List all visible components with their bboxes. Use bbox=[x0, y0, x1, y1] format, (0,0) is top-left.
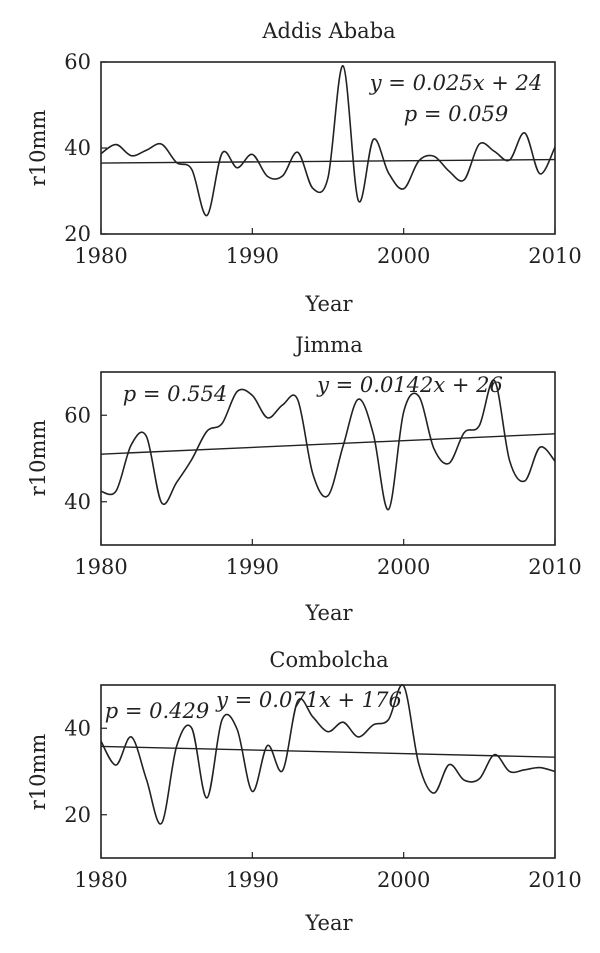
x-tick-label: 1990 bbox=[226, 244, 279, 268]
trend-line bbox=[100, 158, 556, 164]
x-tick-label: 2000 bbox=[377, 868, 430, 892]
series-line bbox=[100, 379, 556, 511]
panel-addis-ababa: Addis Ababa 1980 1990 2000 2010 20 40 60 y = 0… bbox=[26, 19, 582, 316]
x-tick-label: 2010 bbox=[528, 555, 581, 579]
trend-line bbox=[100, 433, 556, 455]
x-tick-label: 1980 bbox=[74, 555, 127, 579]
panel-combolcha: Combolcha 1980 1990 2000 2010 20 40 p = 0.429… bbox=[26, 648, 582, 935]
p-value: p = 0.554 bbox=[123, 382, 228, 406]
series-line bbox=[100, 684, 556, 825]
y-tick-label: 40 bbox=[64, 136, 91, 160]
x-axis-label: Year bbox=[304, 911, 353, 935]
panel-title: Addis Ababa bbox=[261, 19, 395, 43]
y-axis-label: r10mm bbox=[26, 734, 50, 811]
chart-marks: 1980 1990 2000 2010 20 40 60 bbox=[64, 50, 581, 268]
x-tick-label: 1990 bbox=[226, 868, 279, 892]
x-tick-label: 2010 bbox=[528, 868, 581, 892]
y-tick-label: 40 bbox=[64, 716, 91, 740]
y-axis-label: r10mm bbox=[26, 110, 50, 187]
panel-title: Combolcha bbox=[269, 648, 388, 672]
trend-equation: y = 0.071x + 176 bbox=[215, 688, 402, 712]
x-tick-label: 1980 bbox=[74, 244, 127, 268]
y-axis-label: r10mm bbox=[26, 420, 50, 497]
p-value: p = 0.059 bbox=[404, 102, 509, 126]
x-axis-label: Year bbox=[304, 601, 353, 625]
plot-frame bbox=[100, 371, 556, 546]
x-tick-label: 2010 bbox=[528, 244, 581, 268]
trend-equation: y = 0.0142x + 26 bbox=[316, 373, 503, 397]
y-tick-label: 20 bbox=[64, 803, 91, 827]
panel-title: Jimma bbox=[293, 333, 362, 357]
y-tick-label: 40 bbox=[64, 490, 91, 514]
series-line bbox=[100, 65, 556, 217]
chart-marks: 1980 1990 2000 2010 20 40 bbox=[64, 684, 582, 892]
x-tick-label: 1990 bbox=[226, 555, 279, 579]
y-tick-label: 20 bbox=[64, 222, 91, 246]
trend-line bbox=[100, 745, 556, 758]
panel-jimma: Jimma 1980 1990 2000 2010 40 60 p = 0.554 y =… bbox=[26, 333, 582, 625]
x-axis-label: Year bbox=[304, 292, 353, 316]
x-tick-label: 2000 bbox=[377, 555, 430, 579]
y-tick-label: 60 bbox=[64, 50, 91, 74]
y-tick-label: 60 bbox=[64, 403, 91, 427]
x-tick-label: 2000 bbox=[377, 244, 430, 268]
p-value: p = 0.429 bbox=[105, 699, 210, 723]
x-tick-label: 1980 bbox=[74, 868, 127, 892]
chart-marks: 1980 1990 2000 2010 40 60 bbox=[64, 379, 582, 579]
trend-equation: y = 0.025x + 24 bbox=[369, 71, 542, 95]
